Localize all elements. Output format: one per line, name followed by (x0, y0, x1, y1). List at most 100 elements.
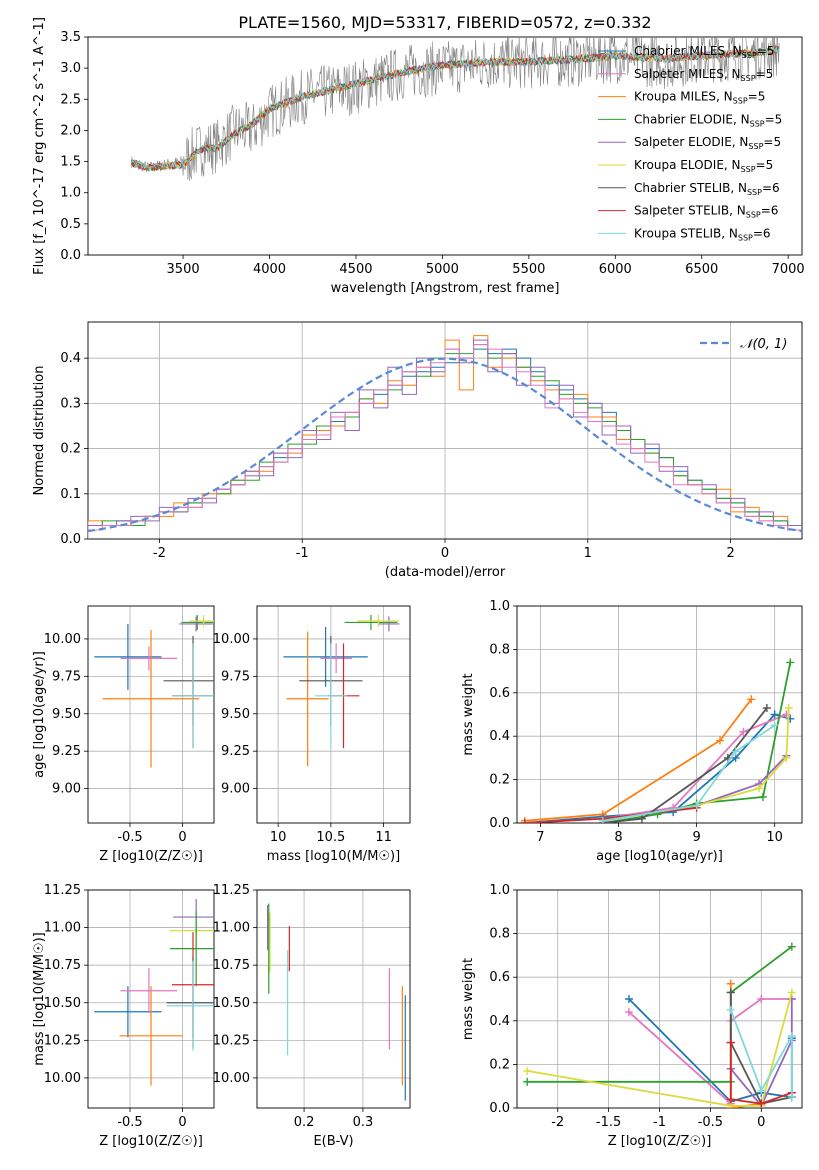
y-tick-label: 10.00 (213, 1071, 250, 1086)
axes-frame (516, 889, 803, 1109)
y-tick-label: 1.0 (489, 599, 510, 614)
x-tick-label: 0 (178, 830, 186, 845)
y-tick-label: 9.75 (221, 669, 250, 684)
weight-line-7 (729, 1042, 793, 1105)
legend-entry: Salpeter STELIB, NSSP=6 (634, 204, 778, 220)
weight-line-5 (527, 992, 793, 1107)
y-axis-label: Flux [f_λ 10^-17 erg cm^-2 s^-1 A^-1] (32, 17, 47, 275)
x-tick-label: 4000 (253, 262, 286, 277)
x-tick-label: -0.5 (698, 1115, 723, 1130)
y-tick-label: 1.0 (489, 883, 510, 898)
legend-entry: Chabrier MILES, NSSP=5 (634, 44, 774, 60)
weight-marker (716, 736, 725, 745)
y-tick-label: 11.00 (213, 921, 250, 936)
legend-entry: 𝒩(0, 1) (740, 337, 787, 352)
axes-frame (87, 605, 215, 824)
weight-line-8 (729, 1009, 793, 1098)
weight-line-8 (602, 724, 776, 822)
weight-marker (624, 995, 633, 1003)
weight-marker (523, 1066, 532, 1075)
weight-marker (726, 979, 735, 988)
x-tick-label: 6000 (599, 262, 632, 277)
x-tick-label: 0 (178, 1115, 186, 1130)
y-axis-label: age [log10(age/yr)] (32, 651, 47, 778)
weight-marker (770, 721, 779, 730)
weight-marker (787, 988, 796, 997)
weight-marker (747, 695, 756, 704)
y-tick-label: 9.50 (221, 707, 250, 722)
y-tick-label: 0.1 (60, 487, 81, 502)
y-tick-label: 0.2 (60, 442, 81, 457)
y-tick-label: 2.0 (60, 123, 81, 138)
y-tick-label: 10.50 (44, 996, 81, 1011)
y-axis-label: Normed distribution (32, 366, 47, 496)
y-tick-label: 0.0 (60, 248, 81, 263)
axes-frame (87, 321, 803, 540)
weight-marker (757, 1086, 766, 1095)
weight-marker (787, 1032, 796, 1041)
y-tick-label: 9.25 (52, 744, 81, 759)
x-tick-label: 5000 (426, 262, 459, 277)
y-tick-label: 0.4 (489, 729, 510, 744)
x-axis-label: Z [log10(Z/Z☉)] (99, 849, 203, 864)
weight-line-6 (729, 992, 792, 1105)
x-tick-label: 9 (692, 830, 700, 845)
y-tick-label: 0.3 (60, 396, 81, 411)
panel-spectrum: 3500 4000 4500 5000 5500 6000 6500 7000 0.0 0.5 1.… (32, 17, 805, 296)
weight-marker (784, 703, 793, 712)
y-tick-label: 0.2 (489, 1057, 510, 1072)
x-axis-label: Z [log10(Z/Z☉)] (99, 1134, 203, 1149)
axes-frame (256, 889, 411, 1109)
y-tick-label: 0.2 (489, 773, 510, 788)
histogram-step-4 (88, 344, 802, 539)
x-tick-label: 10 (766, 830, 783, 845)
weight-line-2 (524, 698, 752, 822)
y-tick-label: 11.25 (213, 883, 250, 898)
legend-entry: Chabrier STELIB, NSSP=6 (634, 181, 780, 197)
weight-marker (739, 727, 748, 736)
axes-frame (516, 605, 803, 824)
weight-marker (692, 801, 701, 810)
x-axis-label: Z [log10(Z/Z☉)] (608, 1134, 712, 1149)
weight-marker (624, 1008, 633, 1017)
legend: Chabrier MILES, NSSP=5 Salpeter MILES, NS… (598, 44, 782, 242)
y-tick-label: 9.25 (221, 744, 250, 759)
x-tick-label: 0 (441, 546, 449, 561)
weight-marker (786, 658, 795, 667)
x-tick-label: -0.5 (117, 1115, 142, 1130)
weight-marker (787, 942, 796, 951)
legend-entry: Kroupa STELIB, NSSP=6 (634, 226, 771, 242)
y-tick-label: 0.0 (489, 816, 510, 831)
y-tick-label: 0.0 (60, 532, 81, 547)
panel-weight-vs-Z: -2 -1.5 -1 -0.5 0 0.0 0.2 0.4 0.6 0.8 1.0 Z [log10(… (461, 883, 803, 1149)
weight-marker (637, 814, 646, 823)
weight-marker (598, 816, 607, 823)
x-tick-label: 11 (375, 830, 392, 845)
y-tick-label: 0.5 (60, 217, 81, 232)
y-tick-label: 10.50 (213, 996, 250, 1011)
y-tick-label: 0.8 (489, 927, 510, 942)
y-tick-label: 9.75 (52, 669, 81, 684)
panel-mass-vs-Z: -0.5 0 10.00 10.25 10.50 10.75 11.00 11.25 Z [lo… (32, 883, 215, 1149)
weight-line-6 (602, 707, 768, 823)
y-tick-label: 0.4 (60, 351, 81, 366)
y-tick-label: 10.75 (44, 958, 81, 973)
gaussian-curve (87, 357, 803, 533)
x-tick-label: 6500 (685, 262, 718, 277)
x-tick-label: -1.5 (596, 1115, 621, 1130)
y-axis-label: mass [log10(M/M☉)] (32, 932, 47, 1065)
y-axis-label: mass weight (461, 958, 476, 1040)
weight-marker (726, 1095, 735, 1104)
weight-marker (762, 703, 771, 712)
legend-entry: Salpeter MILES, NSSP=5 (634, 67, 773, 83)
weight-marker (757, 995, 766, 1003)
y-tick-label: 0.4 (489, 1014, 510, 1029)
x-tick-label: 4500 (339, 262, 372, 277)
legend-entry: Salpeter ELODIE, NSSP=5 (634, 135, 781, 151)
y-tick-label: 10.25 (213, 1033, 250, 1048)
weight-marker (758, 792, 767, 801)
x-tick-label: -2 (153, 546, 166, 561)
figure-title: PLATE=1560, MJD=53317, FIBERID=0572, z=0… (238, 13, 651, 32)
x-tick-label: 8 (614, 830, 622, 845)
y-tick-label: 0.0 (489, 1101, 510, 1116)
